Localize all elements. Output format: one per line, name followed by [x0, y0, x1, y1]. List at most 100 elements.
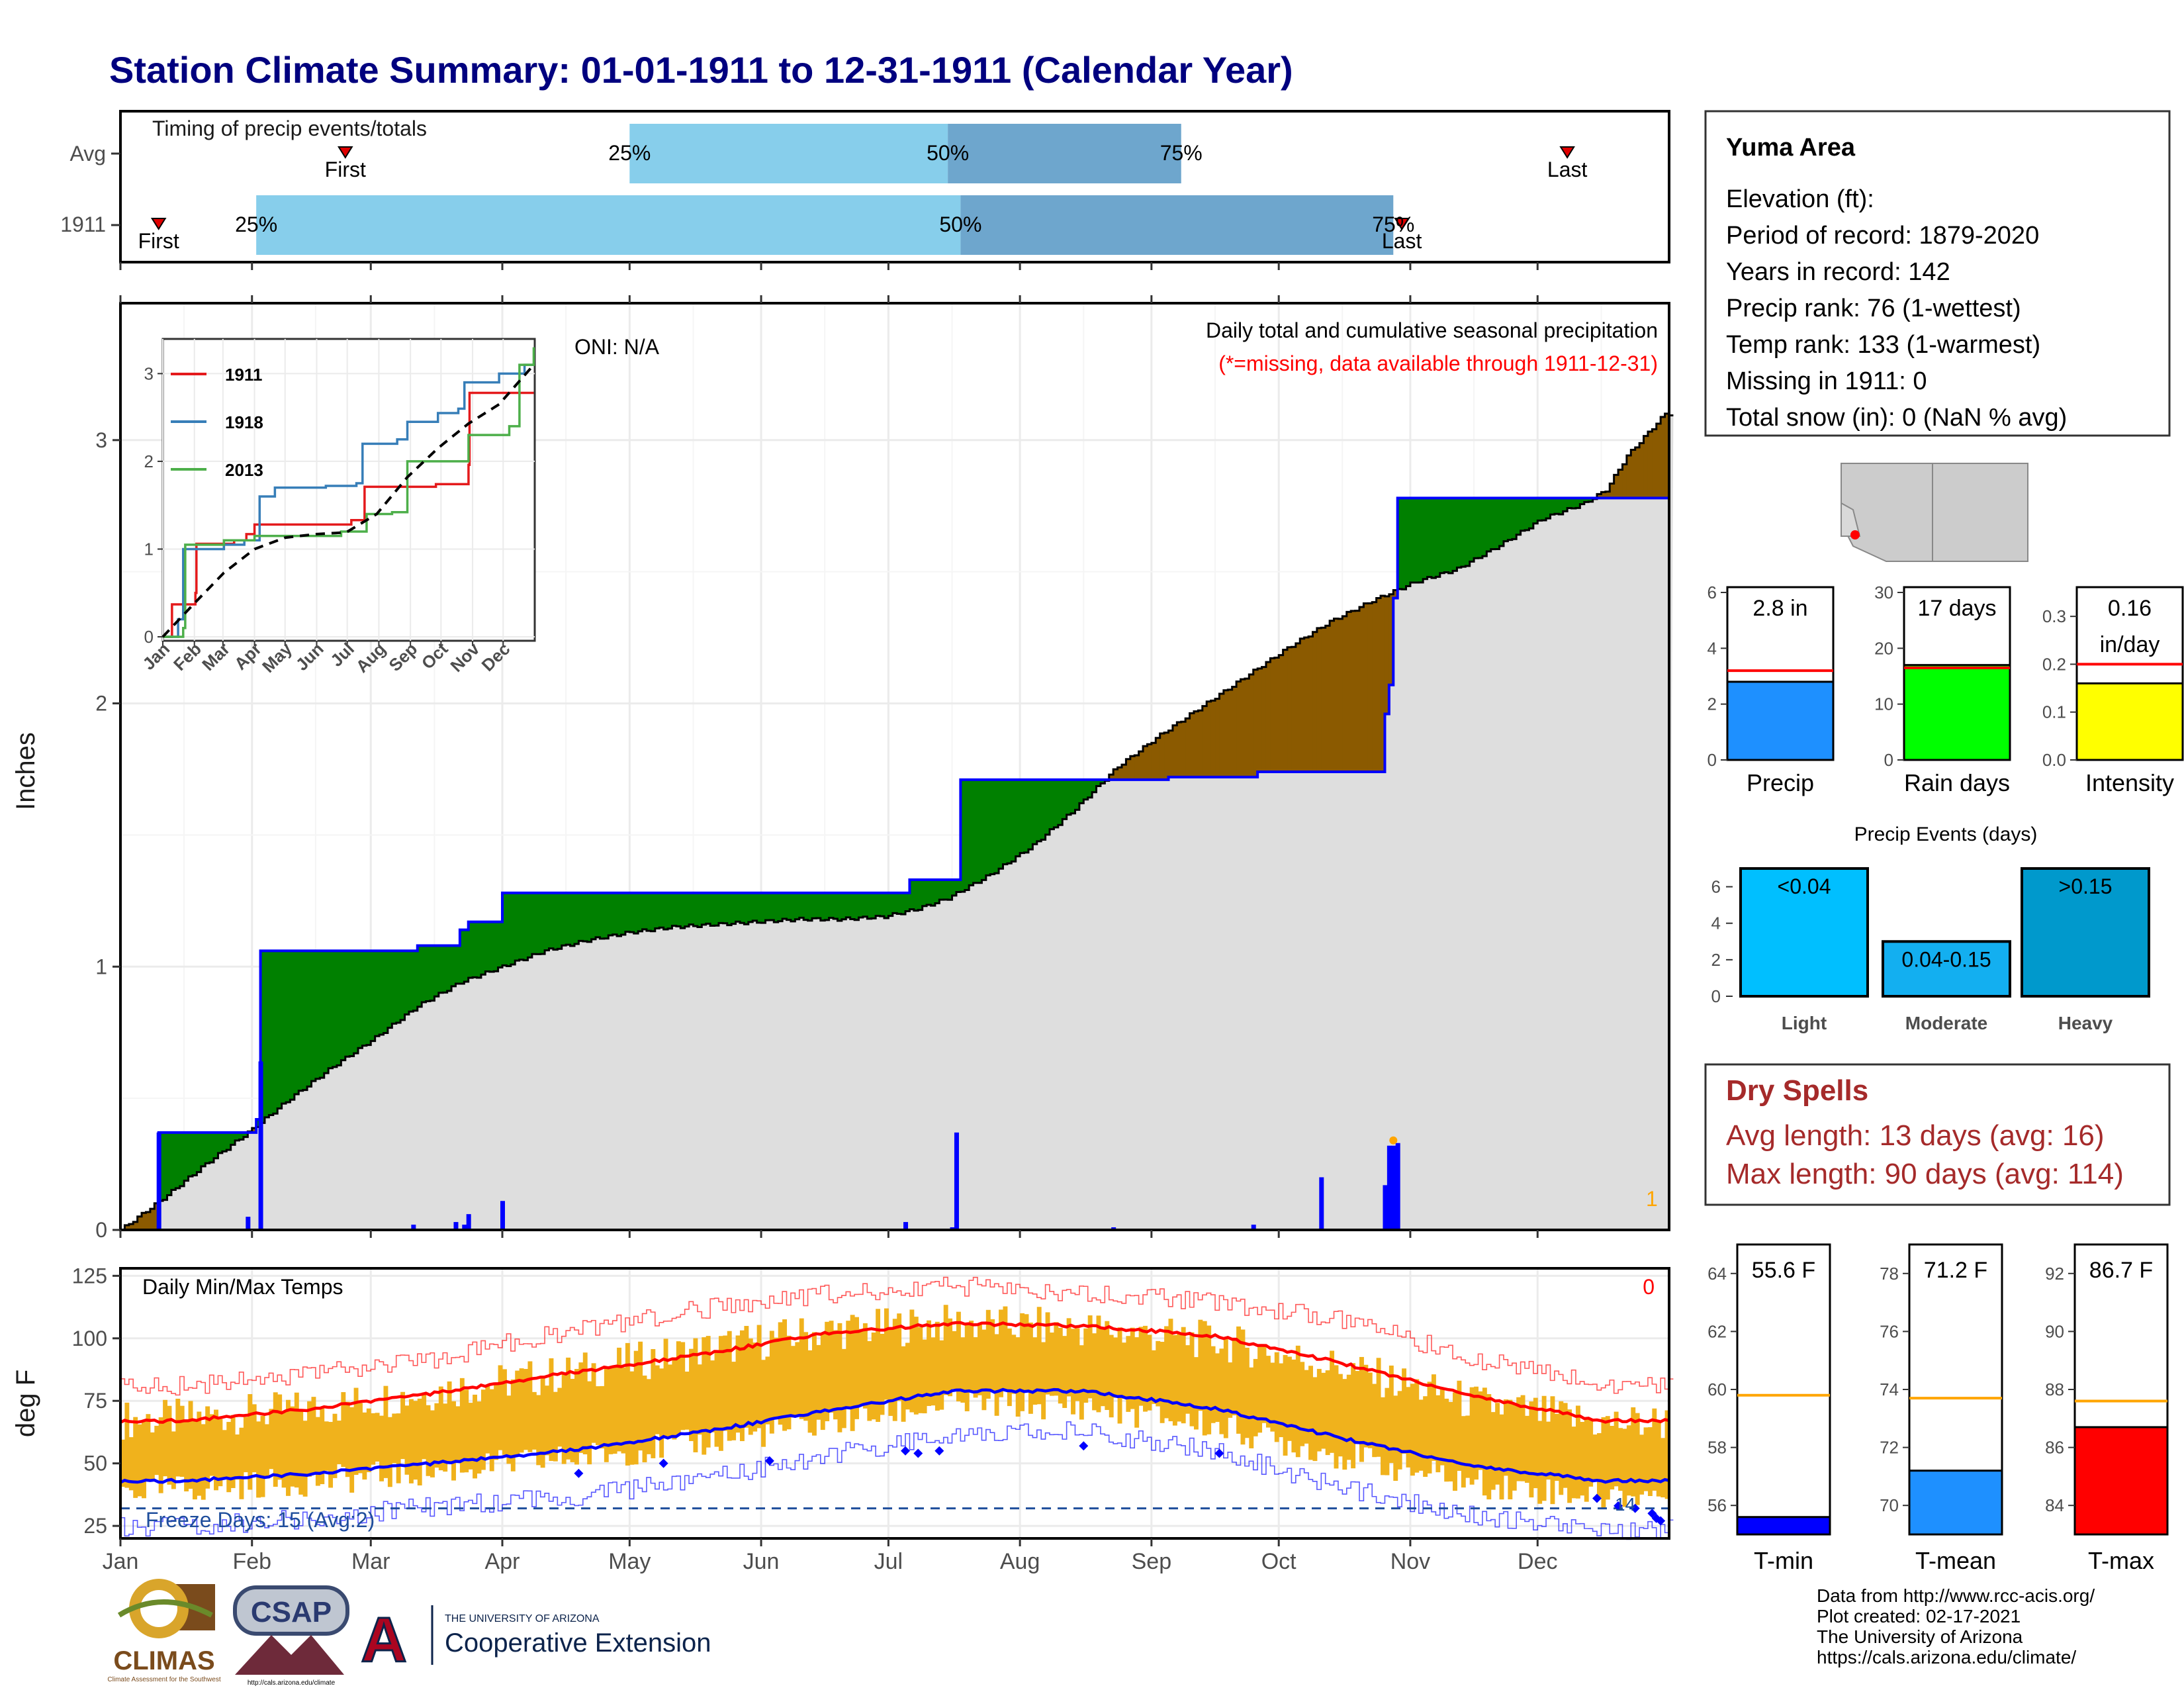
- below-normal-segment: [1367, 603, 1373, 772]
- daily-temp-range-bar: [307, 1401, 312, 1477]
- daily-precip-bar: [258, 1061, 263, 1230]
- daily-temp-range-bar: [999, 1309, 1003, 1397]
- daily-temp-range-bar: [1270, 1362, 1275, 1432]
- above-normal-segment: [324, 951, 329, 1074]
- timing-avg-last-marker: [1559, 146, 1575, 159]
- season-category-label-2: Intensity: [2085, 769, 2174, 796]
- precip-missing-count: 1: [1646, 1187, 1658, 1211]
- above-normal-segment: [519, 892, 524, 960]
- daily-temp-range-bar: [158, 1417, 163, 1493]
- season-value-label-2-0: 0.16: [2108, 596, 2152, 621]
- daily-temp-range-bar: [1575, 1405, 1580, 1499]
- daily-temp-range-bar: [1219, 1348, 1224, 1434]
- above-normal-segment: [858, 892, 864, 917]
- below-normal-segment: [1385, 596, 1390, 714]
- above-normal-segment: [184, 1132, 189, 1181]
- above-normal-segment: [345, 951, 350, 1057]
- above-normal-segment: [651, 892, 656, 931]
- cold-day-marker: [1079, 1441, 1089, 1451]
- inset-legend-2013: 2013: [225, 460, 263, 480]
- above-normal-segment: [829, 892, 834, 918]
- daily-temp-range-bar: [841, 1348, 846, 1429]
- daily-temp-range-bar: [1622, 1429, 1627, 1507]
- daily-temp-range-bar: [400, 1391, 406, 1460]
- above-normal-segment: [684, 892, 690, 927]
- below-normal-segment: [124, 1225, 130, 1230]
- inset-ytick-label-3: 3: [144, 363, 154, 383]
- daily-temp-range-bar: [489, 1389, 494, 1472]
- daily-temp-range-bar: [209, 1414, 214, 1476]
- daily-temp-range-bar: [846, 1321, 851, 1407]
- above-normal-segment: [531, 892, 537, 955]
- above-normal-segment: [1546, 498, 1551, 519]
- below-normal-segment: [1376, 598, 1381, 772]
- daily-temp-range-bar: [655, 1365, 660, 1434]
- above-normal-segment: [841, 892, 846, 919]
- daily-temp-range-bar: [566, 1357, 571, 1460]
- above-normal-segment: [1427, 498, 1432, 577]
- above-normal-segment: [438, 945, 443, 993]
- daily-temp-range-bar: [1355, 1371, 1360, 1444]
- temp-summary-ytick-label-0-0: 56: [1707, 1495, 1727, 1515]
- below-normal-segment: [1639, 443, 1645, 498]
- daily-temp-range-bar: [1448, 1401, 1453, 1481]
- normal-cumulative-line: [120, 412, 1674, 1231]
- below-normal-segment: [1647, 431, 1653, 498]
- temp-summary-ytick-label-2-3: 90: [2045, 1321, 2064, 1341]
- daily-temp-range-bar: [969, 1321, 974, 1392]
- daily-temp-range-bar: [1181, 1327, 1186, 1424]
- daily-temp-range-bar: [315, 1417, 320, 1486]
- above-normal-segment: [298, 951, 304, 1091]
- above-normal-segment: [230, 1132, 236, 1145]
- daily-temp-range-bar: [1156, 1340, 1161, 1407]
- below-normal-segment: [1635, 447, 1640, 498]
- above-normal-segment: [587, 892, 592, 942]
- below-normal-segment: [1664, 413, 1670, 498]
- above-normal-segment: [1571, 498, 1576, 508]
- precip-ytick-label-0: 0: [95, 1218, 107, 1242]
- station-location-marker: [1850, 530, 1860, 539]
- daily-temp-range-bar: [473, 1394, 478, 1479]
- daily-temp-range-bar: [1334, 1365, 1339, 1469]
- below-normal-segment: [1147, 744, 1152, 780]
- daily-temp-range-bar: [1495, 1403, 1500, 1485]
- csap-url-text: http://cals.arizona.edu/climate: [248, 1679, 336, 1687]
- above-normal-segment: [358, 951, 363, 1049]
- above-normal-segment: [1448, 498, 1453, 573]
- below-normal-segment: [1605, 491, 1610, 498]
- above-normal-segment: [1490, 498, 1496, 549]
- above-normal-segment: [1423, 498, 1428, 579]
- daily-temp-range-bar: [1381, 1397, 1385, 1476]
- daily-temp-range-bar: [761, 1360, 766, 1447]
- climas-logo: CLIMAS Climate Assessment for the Southw…: [107, 1579, 221, 1683]
- station-line-0: Elevation (ft):: [1726, 185, 1874, 213]
- daily-temp-range-bar: [1427, 1382, 1432, 1474]
- above-normal-segment: [570, 892, 575, 947]
- above-normal-segment: [387, 951, 392, 1028]
- daily-temp-range-bar: [973, 1337, 978, 1398]
- below-normal-segment: [1325, 626, 1330, 772]
- daily-temp-range-bar: [260, 1415, 265, 1497]
- daily-temp-range-bar: [994, 1334, 999, 1416]
- above-normal-segment: [744, 892, 749, 925]
- station-line-6: Total snow (in): 0 (NaN % avg): [1726, 404, 2067, 432]
- daily-temp-range-bar: [375, 1413, 380, 1462]
- above-normal-segment: [918, 880, 923, 910]
- below-normal-segment: [1308, 636, 1314, 772]
- daily-temp-range-bar: [341, 1392, 346, 1468]
- temp-summary-ytick-label-1-4: 78: [1880, 1264, 1899, 1284]
- daily-temp-range-bar: [625, 1342, 630, 1466]
- month-label-2: Mar: [351, 1549, 390, 1574]
- daily-temp-range-bar: [498, 1365, 503, 1450]
- above-normal-segment: [192, 1132, 197, 1176]
- daily-temp-range-bar: [1215, 1353, 1220, 1423]
- below-normal-segment: [1388, 594, 1394, 685]
- temp-summary-bar-t-mean: [1908, 1470, 2003, 1536]
- daily-temp-range-bar: [1614, 1411, 1619, 1487]
- above-normal-segment: [188, 1132, 193, 1177]
- above-normal-segment: [235, 1132, 240, 1141]
- daily-temp-range-bar: [1054, 1322, 1059, 1396]
- page-title: Station Climate Summary: 01-01-1911 to 1…: [109, 49, 1293, 91]
- daily-temp-range-bar: [1453, 1392, 1457, 1491]
- below-normal-segment: [1134, 755, 1140, 780]
